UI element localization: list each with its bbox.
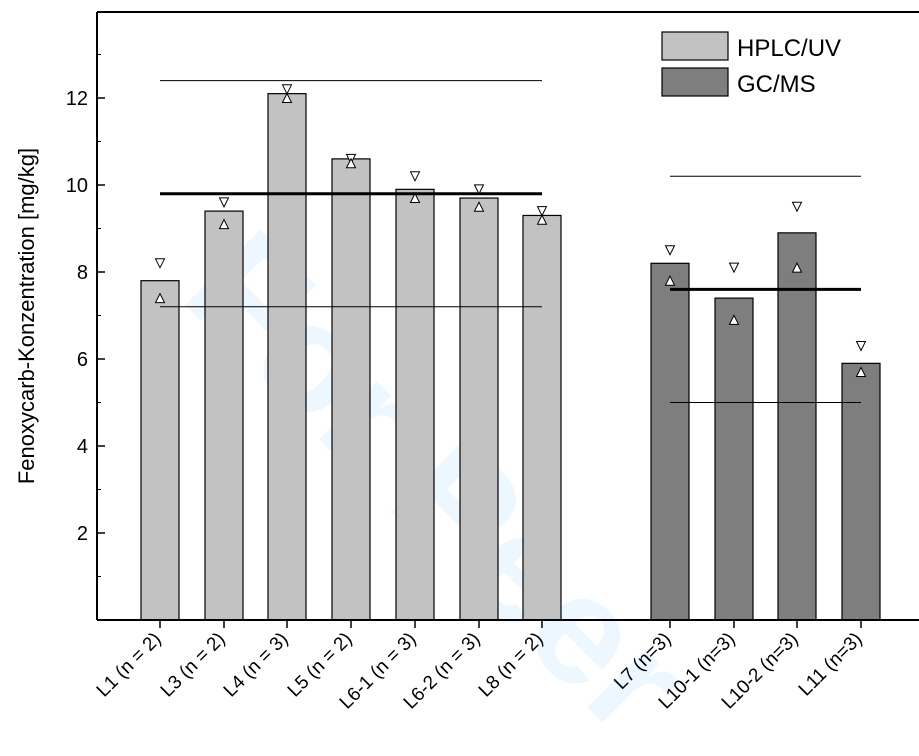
legend-label-hplc-uv: HPLC/UV [737, 35, 841, 62]
marker-down-gc-ms-l7-n-3 [664, 245, 676, 256]
y-tick-label-12: 12 [66, 88, 88, 110]
marker-down-gc-ms-l10-1-n-3 [728, 262, 740, 274]
legend-swatch-gc-ms [661, 67, 729, 97]
marker-up-hplc-uv-l3-n-2 [218, 218, 230, 230]
marker-up-hplc-uv-l4-n-3 [281, 92, 293, 103]
bar-hplc-uv-l8-n-2 [522, 214, 562, 621]
tick-label-l1-n-2: L1 (n = 2) [93, 629, 166, 702]
legend: HPLC/UV GC/MS [661, 31, 841, 98]
marker-down-hplc-uv-l6-2-n-3 [473, 184, 485, 195]
legend-label-gc-ms: GC/MS [737, 71, 816, 98]
marker-down-hplc-uv-l6-1-n-3 [409, 171, 421, 182]
marker-down-hplc-uv-l3-n-2 [218, 197, 230, 209]
marker-down-gc-ms-l10-2-n-3 [791, 201, 803, 213]
bar-hplc-uv-l1-n-2 [140, 280, 180, 621]
marker-down-hplc-uv-l1-n-2 [154, 258, 166, 269]
bar-hplc-uv-l5-n-2 [331, 158, 371, 621]
bar-hplc-uv-l6-1-n-3 [395, 188, 435, 621]
bar-hplc-uv-l6-2-n-3 [459, 197, 499, 621]
bar-gc-ms-l7-n-3 [650, 262, 690, 621]
marker-up-gc-ms-l7-n-3 [664, 275, 676, 286]
marker-up-gc-ms-l10-1-n-3 [728, 314, 740, 325]
bar-gc-ms-l11-n-3 [841, 362, 881, 621]
marker-up-gc-ms-l11-n-3 [855, 366, 867, 378]
y-tick-label-10: 10 [66, 175, 88, 197]
bar-hplc-uv-l3-n-2 [204, 210, 244, 621]
y-tick-label-2: 2 [77, 523, 88, 545]
y-tick-label-6: 6 [77, 349, 88, 371]
y-tick-label-8: 8 [77, 262, 88, 284]
marker-up-hplc-uv-l6-1-n-3 [409, 192, 421, 204]
marker-up-hplc-uv-l8-n-2 [536, 214, 548, 225]
y-axis-label: Fenoxycarb-Konzentration [mg/kg] [14, 148, 39, 484]
legend-swatch-hplc-uv [661, 31, 729, 61]
bar-gc-ms-l10-1-n-3 [714, 297, 754, 621]
marker-up-hplc-uv-l1-n-2 [154, 292, 166, 304]
tick-label-l11-n-3: L11 (n=3) [795, 629, 867, 701]
bars-layer [140, 93, 881, 621]
bar-hplc-uv-l4-n-3 [267, 93, 307, 621]
y-tick-label-4: 4 [77, 436, 88, 458]
marker-up-hplc-uv-l5-n-2 [345, 157, 357, 169]
marker-up-gc-ms-l10-2-n-3 [791, 262, 803, 273]
marker-down-hplc-uv-l8-n-2 [536, 206, 548, 217]
marker-up-hplc-uv-l6-2-n-3 [473, 201, 485, 212]
reference-lines-layer [160, 80, 861, 403]
markers-layer [154, 84, 867, 378]
marker-down-hplc-uv-l4-n-3 [281, 84, 293, 95]
tick-label-l3-n-2: L3 (n = 2) [157, 629, 230, 702]
bar-gc-ms-l10-2-n-3 [777, 232, 817, 621]
tick-label-l4-n-3: L4 (n = 3) [220, 629, 293, 702]
axes-layer [96, 11, 919, 628]
marker-down-gc-ms-l11-n-3 [855, 340, 867, 352]
